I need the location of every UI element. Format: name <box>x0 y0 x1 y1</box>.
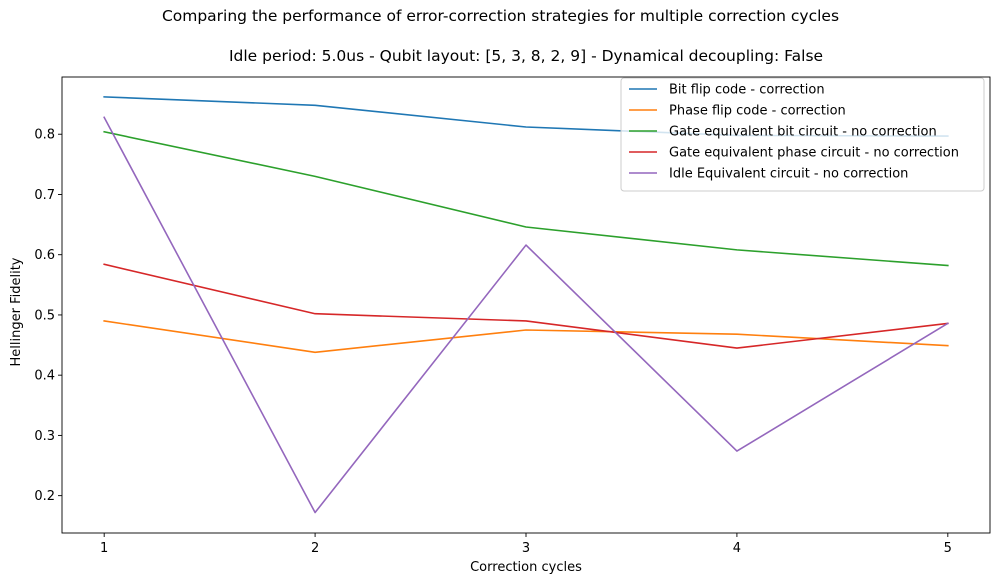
x-tick-label: 5 <box>944 541 952 556</box>
legend-label: Bit flip code - correction <box>669 83 825 98</box>
x-tick-label: 2 <box>311 541 319 556</box>
y-axis-label: Hellinger Fidelity <box>9 257 24 366</box>
x-tick-label: 1 <box>100 541 108 556</box>
x-tick-label: 3 <box>522 541 530 556</box>
series-line-3 <box>103 130 949 267</box>
series-line-5 <box>103 116 949 514</box>
series-line-4 <box>103 263 949 349</box>
x-axis-label: Correction cycles <box>470 560 582 575</box>
x-tick-label: 4 <box>733 541 741 556</box>
axes-layer: 1 2 3 4 5 0.2 0.3 0.4 0.5 0.6 0.7 0.8 <box>34 76 991 556</box>
chart-title: Idle period: 5.0us - Qubit layout: [5, 3… <box>228 47 824 65</box>
y-tick-label: 0.4 <box>34 369 55 384</box>
y-tick-label: 0.6 <box>34 248 55 263</box>
legend-label: Gate equivalent bit circuit - no correct… <box>669 125 937 140</box>
legend-label: Phase flip code - correction <box>669 104 846 119</box>
figure-suptitle: Comparing the performance of error-corre… <box>161 7 840 25</box>
legend: Bit flip code - correction Phase flip cod… <box>620 77 985 192</box>
series-line-2 <box>103 320 949 354</box>
y-tick-label: 0.5 <box>34 308 55 323</box>
y-tick-label: 0.2 <box>34 489 55 504</box>
legend-label: Gate equivalent phase circuit - no corre… <box>669 146 959 161</box>
y-tick-label: 0.8 <box>34 128 55 143</box>
legend-box <box>620 77 985 192</box>
y-tick-label: 0.3 <box>34 429 55 444</box>
legend-label: Idle Equivalent circuit - no correction <box>669 167 908 182</box>
y-tick-label: 0.7 <box>34 188 55 203</box>
